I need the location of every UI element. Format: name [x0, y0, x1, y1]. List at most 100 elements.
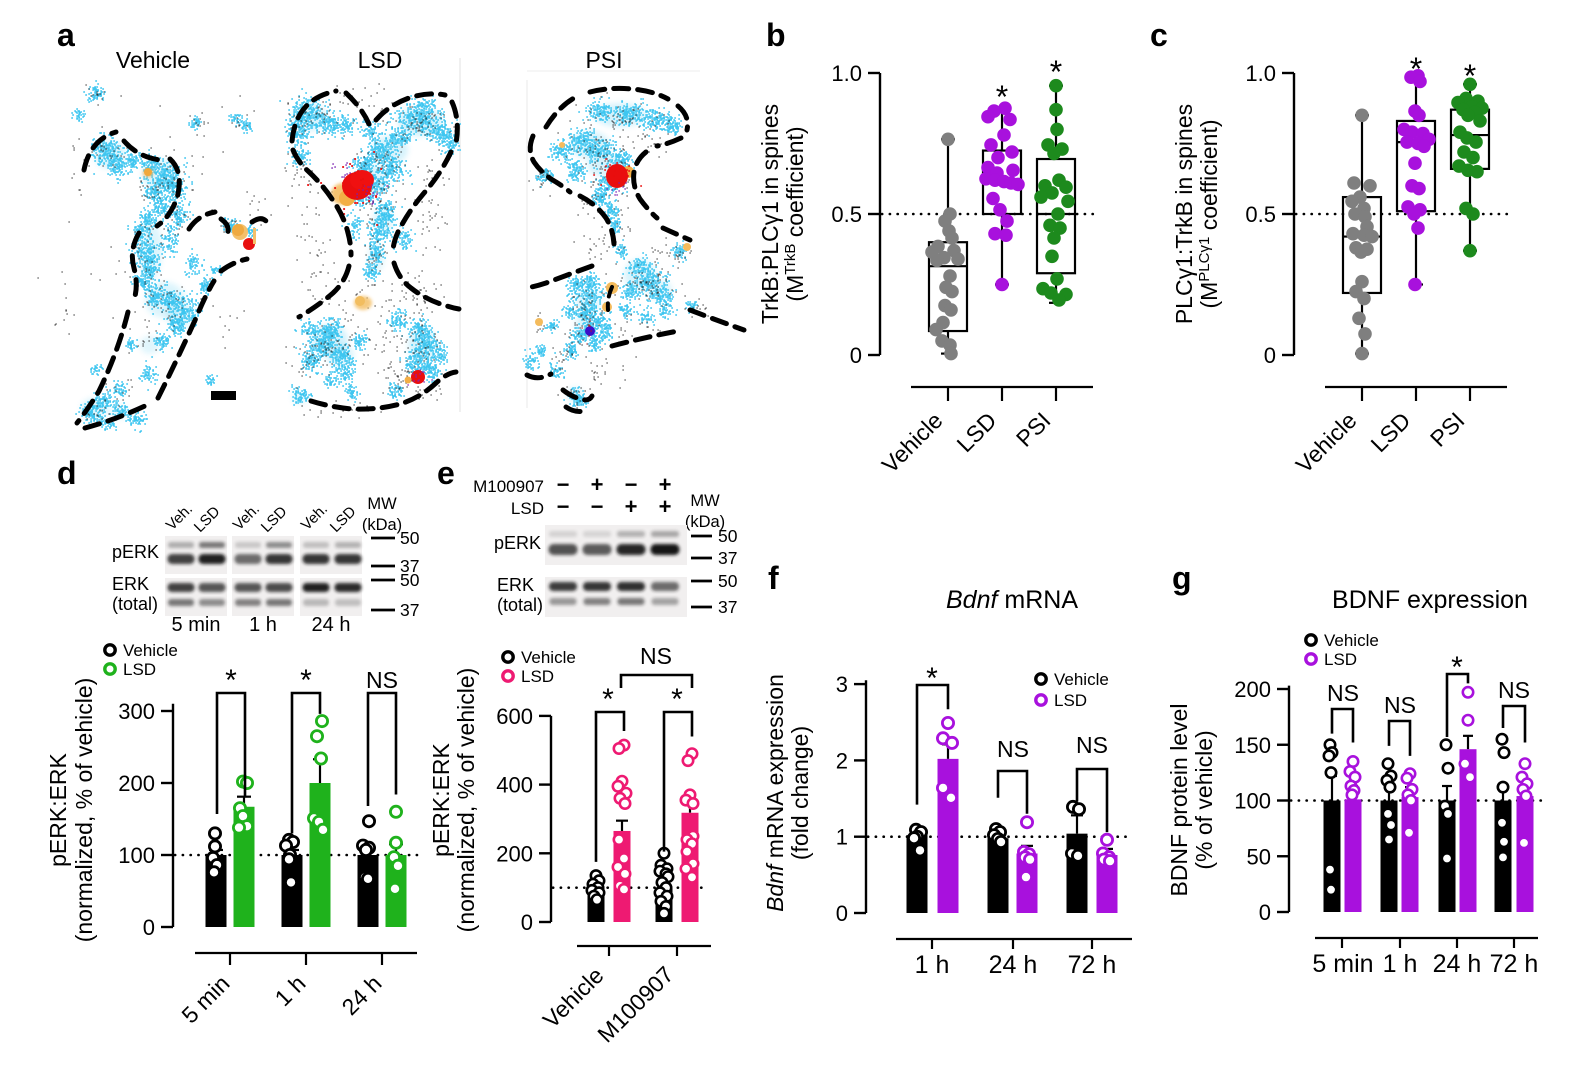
- svg-text:LSD: LSD: [1054, 691, 1087, 710]
- svg-text:NS: NS: [1384, 692, 1416, 718]
- svg-text:24 h: 24 h: [989, 951, 1038, 979]
- svg-text:400: 400: [496, 773, 533, 798]
- svg-text:ERK: ERK: [112, 574, 149, 594]
- svg-text:NS: NS: [1076, 732, 1108, 758]
- svg-text:*: *: [300, 664, 312, 697]
- svg-text:0: 0: [850, 343, 862, 368]
- svg-text:1: 1: [836, 825, 848, 850]
- svg-text:MW: MW: [690, 492, 720, 510]
- svg-text:0: 0: [143, 915, 155, 940]
- svg-text:200: 200: [496, 841, 533, 866]
- svg-text:0: 0: [521, 910, 533, 935]
- svg-text:a: a: [57, 17, 75, 53]
- svg-text:PLCγ1:TrkB in spines: PLCγ1:TrkB in spines: [1171, 104, 1197, 324]
- svg-text:50: 50: [1247, 844, 1271, 869]
- svg-text:LSD: LSD: [358, 47, 403, 73]
- svg-text:pERK:ERK: pERK:ERK: [428, 742, 454, 856]
- svg-text:1 h: 1 h: [1383, 950, 1418, 978]
- svg-text:BDNF protein level: BDNF protein level: [1166, 703, 1192, 896]
- svg-text:NS: NS: [366, 667, 398, 693]
- svg-text:(total): (total): [497, 595, 543, 615]
- svg-text:LSD: LSD: [521, 667, 554, 686]
- svg-text:Vehicle: Vehicle: [116, 47, 190, 73]
- svg-text:24 h: 24 h: [312, 614, 351, 636]
- svg-text:100: 100: [1234, 789, 1271, 814]
- svg-text:−: −: [557, 472, 570, 497]
- svg-text:1 h: 1 h: [915, 951, 950, 979]
- svg-text:50: 50: [400, 528, 420, 548]
- svg-text:M100907: M100907: [473, 477, 544, 496]
- svg-text:(kDa): (kDa): [685, 513, 725, 531]
- svg-text:(normalized, % of vehicle): (normalized, % of vehicle): [71, 678, 97, 943]
- svg-text:(MTrkB coefficient): (MTrkB coefficient): [782, 126, 808, 301]
- svg-text:−: −: [557, 494, 570, 519]
- svg-text:LSD: LSD: [1324, 650, 1357, 669]
- svg-text:37: 37: [718, 548, 737, 568]
- svg-text:(fold change): (fold change): [787, 726, 813, 860]
- svg-text:ERK: ERK: [497, 575, 534, 595]
- svg-text:50: 50: [718, 571, 738, 591]
- svg-text:*: *: [1464, 58, 1476, 94]
- svg-text:Bdnf mRNA expression: Bdnf mRNA expression: [762, 674, 788, 912]
- svg-text:*: *: [996, 79, 1008, 115]
- svg-text:d: d: [57, 455, 77, 491]
- svg-text:1.0: 1.0: [831, 61, 862, 86]
- svg-text:(% of vehicle): (% of vehicle): [1191, 730, 1217, 869]
- svg-text:37: 37: [400, 556, 419, 576]
- svg-text:Vehicle: Vehicle: [1054, 670, 1109, 689]
- svg-text:2: 2: [836, 748, 848, 773]
- svg-text:(normalized, % of vehicle): (normalized, % of vehicle): [453, 668, 479, 933]
- svg-text:37: 37: [718, 597, 737, 617]
- svg-text:*: *: [1410, 51, 1422, 87]
- svg-text:0: 0: [1259, 900, 1271, 925]
- svg-text:1.0: 1.0: [1245, 61, 1276, 86]
- svg-text:200: 200: [1234, 677, 1271, 702]
- svg-text:NS: NS: [997, 736, 1029, 762]
- svg-text:1 h: 1 h: [249, 614, 277, 636]
- svg-text:*: *: [671, 683, 683, 716]
- svg-text:MW: MW: [367, 495, 397, 513]
- svg-text:+: +: [625, 494, 638, 519]
- svg-text:*: *: [1451, 651, 1463, 684]
- svg-text:24 h: 24 h: [1433, 950, 1482, 978]
- svg-text:(total): (total): [112, 594, 158, 614]
- svg-text:e: e: [437, 455, 455, 491]
- svg-text:100: 100: [118, 843, 155, 868]
- svg-text:0: 0: [1264, 343, 1276, 368]
- svg-text:*: *: [1050, 54, 1062, 90]
- svg-text:Vehicle: Vehicle: [1324, 631, 1379, 650]
- svg-text:50: 50: [400, 570, 420, 590]
- svg-text:*: *: [225, 664, 237, 697]
- svg-text:*: *: [926, 662, 938, 695]
- svg-text:Bdnf mRNA: Bdnf mRNA: [946, 586, 1078, 614]
- svg-text:LSD: LSD: [511, 499, 544, 518]
- svg-text:f: f: [768, 560, 779, 596]
- svg-text:NS: NS: [1498, 677, 1530, 703]
- svg-text:0: 0: [836, 901, 848, 926]
- svg-text:5 min: 5 min: [1312, 950, 1373, 978]
- svg-text:150: 150: [1234, 733, 1271, 758]
- svg-text:+: +: [659, 472, 672, 497]
- svg-text:NS: NS: [640, 643, 672, 669]
- svg-text:72 h: 72 h: [1490, 950, 1539, 978]
- svg-text:Vehicle: Vehicle: [123, 641, 178, 660]
- svg-text:72 h: 72 h: [1068, 951, 1117, 979]
- svg-text:300: 300: [118, 699, 155, 724]
- svg-text:BDNF expression: BDNF expression: [1332, 586, 1528, 614]
- svg-text:200: 200: [118, 771, 155, 796]
- svg-text:0.5: 0.5: [831, 202, 862, 227]
- svg-text:−: −: [591, 494, 604, 519]
- svg-text:NS: NS: [1327, 680, 1359, 706]
- svg-text:b: b: [766, 17, 786, 53]
- svg-text:pERK: pERK: [494, 533, 541, 553]
- svg-text:Vehicle: Vehicle: [521, 648, 576, 667]
- svg-text:5 min: 5 min: [172, 614, 221, 636]
- svg-text:37: 37: [400, 600, 419, 620]
- svg-text:g: g: [1172, 560, 1192, 596]
- svg-text:(kDa): (kDa): [362, 516, 402, 534]
- svg-text:600: 600: [496, 704, 533, 729]
- svg-text:0.5: 0.5: [1245, 202, 1276, 227]
- svg-text:3: 3: [836, 672, 848, 697]
- svg-text:*: *: [602, 683, 614, 716]
- svg-text:pERK:ERK: pERK:ERK: [45, 752, 71, 866]
